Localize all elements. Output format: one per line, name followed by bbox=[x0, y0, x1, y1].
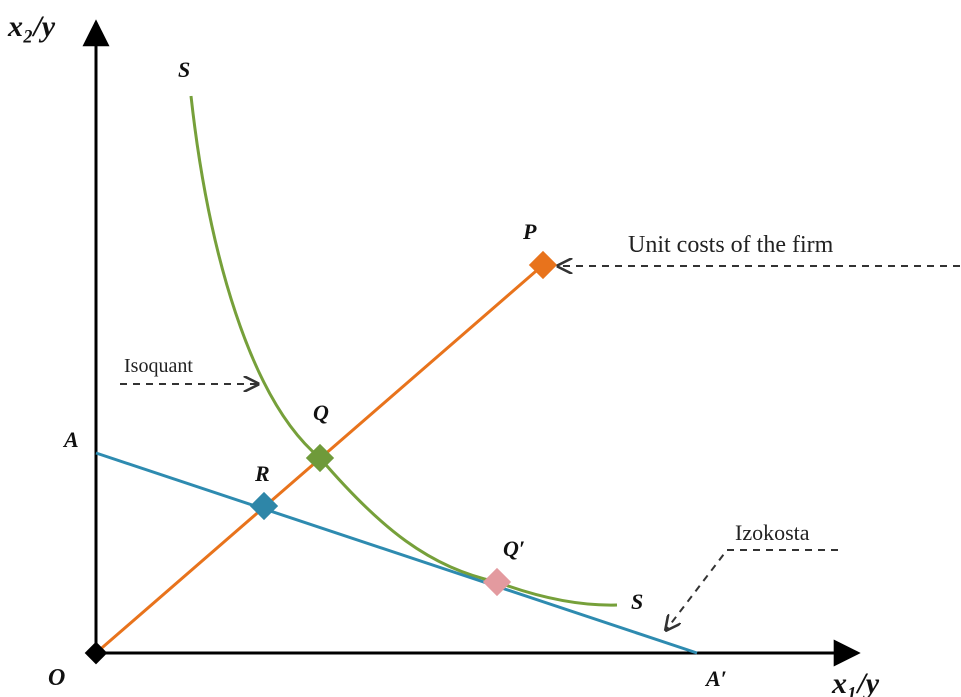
isocost-line bbox=[95, 451, 698, 655]
izokosta-annotation: Izokosta bbox=[735, 520, 810, 545]
origin-label: O bbox=[48, 665, 65, 691]
curve-s-bottom-label: S bbox=[631, 589, 643, 614]
point-q-prime-label: Q′ bbox=[503, 536, 525, 561]
point-a-label: A bbox=[62, 427, 79, 452]
point-q-marker bbox=[305, 443, 335, 473]
point-p-marker bbox=[528, 250, 558, 280]
unit-costs-annotation: Unit costs of the firm bbox=[628, 232, 834, 258]
point-r-label: R bbox=[254, 461, 270, 486]
x-axis-label: x₁/y bbox=[831, 667, 880, 697]
y-axis-label: x₂/y bbox=[7, 10, 56, 43]
point-a-prime-label: A′ bbox=[704, 666, 727, 691]
point-o-marker bbox=[84, 641, 108, 665]
izokosta-arrow bbox=[666, 549, 838, 630]
point-q-prime-marker bbox=[482, 567, 512, 597]
point-q-label: Q bbox=[313, 400, 329, 425]
point-p-label: P bbox=[522, 219, 537, 244]
curve-s-top-label: S bbox=[178, 57, 190, 82]
isoquant-curve bbox=[189, 95, 618, 607]
isoquant-annotation: Isoquant bbox=[124, 355, 193, 377]
